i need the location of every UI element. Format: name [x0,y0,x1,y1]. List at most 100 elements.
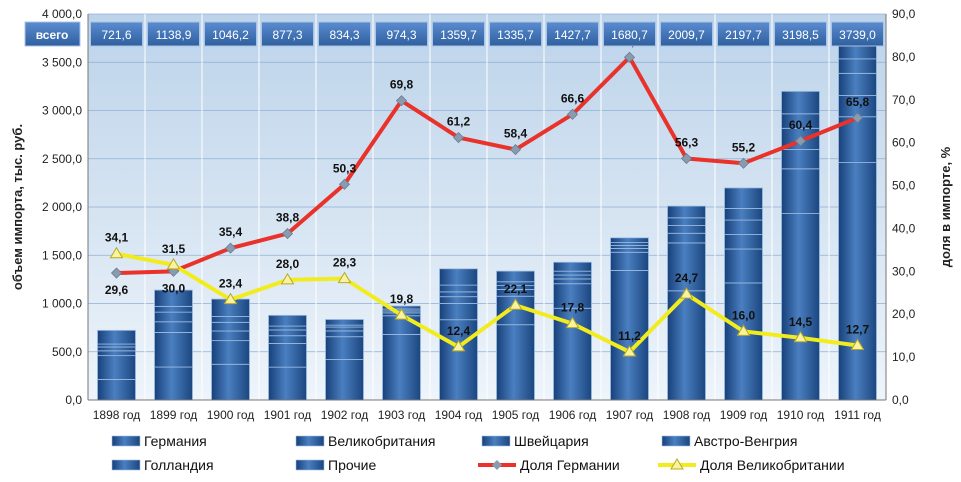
share-lines: 29,630,035,438,850,369,861,258,466,679,9… [105,34,870,357]
bar-segment-1 [268,366,307,401]
bar-segment-1 [496,324,535,401]
germany-share-marker [338,178,351,190]
britain-share-marker [394,308,409,320]
britain-share-label: 22,1 [504,282,528,296]
germany-share-marker [794,135,807,147]
britain-share-marker [679,287,694,299]
bar-segment-1 [211,363,250,401]
britain-share-label: 28,3 [333,256,357,270]
total-value-label: 1680,7 [611,28,648,42]
x-tick-label: 1899 год [150,408,198,422]
x-tick-label: 1910 год [777,408,825,422]
germany-share-marker [737,157,750,169]
germany-share-label: 38,8 [276,211,300,225]
totals-title: всего [36,28,69,42]
bar-segment-4 [211,321,250,332]
legend-label: Австро-Венгрия [694,433,797,449]
bar-segment-2 [325,336,364,360]
y2-tick-label: 30,0 [892,264,916,278]
total-value-label: 1046,2 [212,28,249,42]
germany-share-label: 66,6 [561,91,585,105]
x-tick-label: 1907 год [606,408,654,422]
bar-segment-1 [838,162,877,401]
total-value-label: 1427,7 [554,28,591,42]
bar-segment-6 [667,205,706,219]
x-tick-label: 1898 год [93,408,141,422]
legend-label: Доля Германии [520,457,620,473]
y2-tick-label: 10,0 [892,350,916,364]
bar-segment-3 [781,149,820,170]
x-tick-label: 1905 год [492,408,540,422]
total-box [147,21,200,47]
axes: 0,0 500,0 1 000,0 1 500,0 2 000,0 2 500,0 3 00… [42,7,916,422]
britain-share-label: 23,4 [219,277,243,291]
bar-segment-2 [610,251,649,271]
britain-share-marker [850,338,865,351]
y-tick-label: 4 000,0 [42,7,82,21]
y2-tick-label: 50,0 [892,179,916,193]
germany-share-marker [680,152,693,165]
bar-segment-2 [211,340,250,365]
legend-marker [492,460,502,470]
germany-share-marker [851,112,864,124]
x-tick-label: 1911 год [834,408,881,422]
bar-segment-3 [610,247,649,253]
legend-label: Голландия [144,457,214,473]
bar-segment-1 [154,366,193,401]
total-value-label: 1138,9 [156,28,192,42]
y2-tick-label: 90,0 [892,7,916,21]
germany-share-label: 50,3 [333,161,357,175]
totals-title-box [24,21,81,47]
total-box [660,21,713,47]
y-tick-label: 0,0 [65,393,82,407]
x-tick-label: 1906 год [549,408,597,422]
y2-tick-label: 70,0 [892,93,916,107]
germany-share-label: 69,8 [390,78,414,92]
britain-share-marker [166,257,181,270]
y-tick-label: 2 500,0 [42,152,82,166]
bar-segment-2 [781,168,820,214]
britain-share-marker [622,344,637,357]
total-box [717,21,770,47]
y-tick-label: 1 500,0 [42,248,82,262]
legend-swatch [295,459,325,471]
germany-share-label: 58,4 [504,127,528,141]
britain-share-marker [451,339,466,352]
bar-segment-5 [97,343,136,348]
legend-label: Прочие [328,457,376,473]
total-value-label: 1335,7 [497,28,534,42]
bar-segment-6 [439,268,478,286]
bar-segment-4 [268,329,307,337]
germany-share-label: 60,4 [789,118,813,132]
x-tick-label: 1901 год [264,408,312,422]
bar-segment-4 [325,326,364,332]
germany-share-marker [509,143,522,156]
total-box [261,21,314,47]
y2-tick-label: 80,0 [892,50,916,64]
total-boxes: 721,6 1138,9 1046,2 877,3 834,3 974,3 1359,7 13… [24,21,884,47]
bar-segment-3 [325,330,364,338]
bar-segment-4 [838,72,877,96]
bar-segment-5 [838,58,877,74]
bar-segment-5 [667,217,706,226]
y-tick-label: 2 000,0 [42,200,82,214]
britain-share-marker [793,330,808,343]
bar-segment-1 [325,359,364,401]
total-box [432,21,485,47]
bar-segment-3 [667,232,706,244]
britain-share-marker [508,298,523,310]
germany-share-marker [566,108,579,120]
total-value-label: 834,3 [329,28,359,42]
germany-share-label: 56,3 [675,136,699,150]
x-tick-label: 1904 год [435,408,483,422]
total-box [774,21,827,47]
germany-share-label: 61,2 [447,115,471,129]
total-box [546,21,599,47]
total-box [204,21,257,47]
total-box [375,21,428,47]
total-value-label: 3739,0 [839,28,876,42]
germany-share-line [116,55,859,276]
britain-share-label: 14,5 [789,315,813,329]
britain-share-marker [223,292,238,305]
